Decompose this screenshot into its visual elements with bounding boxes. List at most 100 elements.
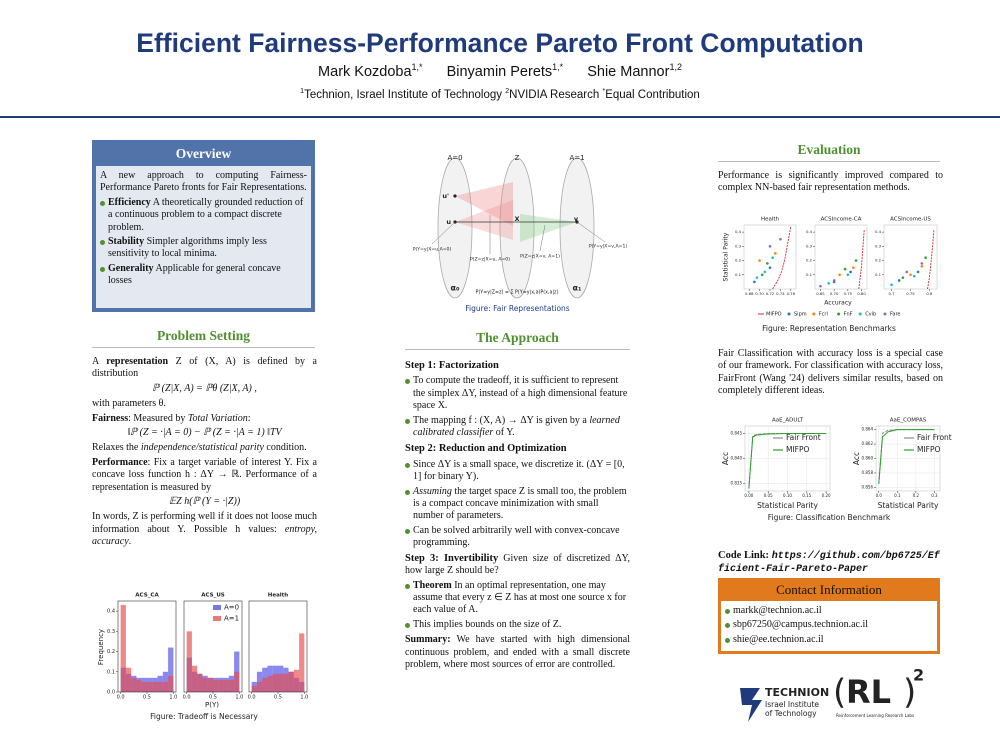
y-tick-label: 0.4	[107, 609, 115, 615]
label: u'	[442, 192, 449, 200]
x-tick-label: 0.70	[755, 291, 764, 296]
y-axis-label: Acc	[852, 452, 861, 465]
x-tick-label: 0.72	[766, 291, 775, 296]
overview-box: Overview A new approach to computing Fai…	[92, 140, 315, 312]
legend-swatch	[213, 605, 221, 610]
overview-item: Generality Applicable for general concav…	[100, 263, 307, 288]
classification-text: Fair Classification with accuracy loss i…	[718, 348, 943, 400]
paragraph: A representation Z of (X, A) is defined …	[92, 356, 317, 381]
hist-bar	[120, 605, 126, 692]
x-axis-label: Accuracy	[824, 300, 852, 307]
text: https://github.com/bp6725/Efficient-Fair…	[718, 551, 940, 576]
label: v	[574, 215, 579, 223]
author-name: Binyamin Perets	[446, 63, 553, 80]
hist-bar	[197, 673, 203, 692]
scatter-point	[755, 276, 759, 279]
term: Generality	[108, 262, 154, 274]
overview-list: Efficiency A theoretically grounded redu…	[100, 197, 307, 288]
x-tick-label: 0.0	[876, 493, 883, 498]
hist-bar	[256, 681, 263, 692]
x-tick-label: 0.70	[830, 291, 839, 296]
y-axis-label: Frequency	[97, 629, 105, 665]
x-axis-label: Statistical Parity	[878, 501, 939, 510]
summary: Summary: We have started with high dimen…	[405, 634, 630, 671]
y-tick-label: 0.2	[806, 258, 813, 263]
x-tick-label: 0.75	[906, 291, 915, 296]
y-tick-label: 0.2	[875, 258, 882, 263]
logo-text: Israel Institute	[765, 700, 819, 709]
label: P(Y=y|X=u,A=0)	[413, 247, 452, 253]
label: P(Y=y|Z=z) = Σ P(Y=y|x,a)P(x,a|z)	[476, 290, 559, 296]
author-name: Shie Mannor	[587, 63, 670, 80]
author: Binyamin Perets1,*	[446, 62, 564, 80]
legend-label: Cvib	[865, 312, 876, 318]
hist-bar	[228, 679, 235, 692]
scatter-point	[897, 279, 901, 282]
legend-label: A=0	[224, 604, 239, 612]
y-tick-label: 0.1	[735, 272, 742, 277]
affil-sup: 1	[300, 88, 305, 95]
x-tick-label: 0.68	[745, 291, 754, 296]
legend-label: MIFPO	[917, 445, 941, 454]
x-tick-label: 0.15	[802, 493, 811, 498]
legend-swatch	[837, 312, 841, 316]
text: : Measured by	[128, 412, 186, 424]
x-tick-label: 0.75	[844, 291, 853, 296]
paragraph: Performance: Fix a target variable of in…	[92, 457, 317, 494]
panel-frame	[883, 224, 938, 290]
ellipse	[437, 157, 473, 299]
hist-bar	[283, 673, 289, 692]
text: representation	[106, 356, 169, 367]
term: Efficiency	[108, 196, 151, 208]
panel-title: ACSIncome-US	[890, 217, 931, 223]
affiliations: 1Technion, Israel Institute of Technolog…	[0, 88, 1000, 101]
hist-bar	[251, 685, 257, 692]
affil: Equal Contribution	[605, 88, 700, 101]
evaluation-intro: Performance is significantly improved co…	[718, 170, 943, 197]
text: To compute the tradeoff, it is sufficien…	[413, 375, 628, 412]
caption: Figure: Fair Representations	[465, 304, 570, 313]
y-tick-label: 0.3	[735, 243, 742, 248]
legend-label: Fair Front	[917, 433, 952, 442]
arrow	[431, 221, 456, 245]
text: A theoretically grounded reduction of a …	[108, 196, 304, 233]
series-line	[748, 433, 827, 489]
x-axis-label: P(Y)	[205, 701, 219, 709]
scatter-point	[758, 259, 761, 262]
x-tick-label: 0.3	[931, 493, 938, 498]
text: independence/statistical parity	[140, 442, 264, 454]
y-axis-label: Statistical Parity	[723, 232, 730, 281]
legend-swatch	[883, 312, 887, 316]
y-tick-label: 0.835	[731, 481, 743, 486]
arrow	[539, 224, 546, 252]
ellipse	[559, 157, 595, 299]
x-tick-label: 0.20	[822, 493, 831, 498]
hist-bar	[293, 669, 300, 692]
equation: 𝔼Z h(ℙ (Y = ·|Z))	[168, 496, 241, 508]
x-axis-label: Statistical Parity	[757, 501, 818, 510]
y-tick-label: 0.4	[806, 229, 813, 234]
x-tick-label: 0.0	[183, 695, 191, 701]
text: Step 3: Invertibility	[405, 552, 499, 564]
element: To compute the tradeoff, it is sufficien…	[405, 375, 630, 439]
x-tick-label: 0.0	[117, 695, 125, 701]
section-title: Evaluation	[718, 142, 940, 162]
hist-bar	[267, 675, 273, 692]
overview-item: Efficiency A theoretically grounded redu…	[100, 197, 307, 234]
text: A	[92, 356, 99, 367]
red-fan	[455, 182, 513, 226]
hist-bar	[168, 647, 174, 692]
text: Given size of discretized ΔY, how large …	[405, 552, 630, 577]
overview-body: A new approach to computing Fairness-Per…	[96, 166, 311, 295]
author-name: Mark Kozdoba	[318, 63, 412, 80]
element: Theorem In an optimal representation, on…	[405, 580, 630, 632]
logo-shape	[740, 688, 762, 722]
y-tick-label: 0.860	[862, 456, 874, 461]
contact-box: Contact Information markk@technion.ac.il…	[718, 578, 940, 654]
bullet: Assuming the target space Z is small too…	[405, 486, 630, 523]
panel-title: ACSIncome-CA	[821, 217, 862, 223]
x-tick-label: 0.5	[143, 695, 151, 701]
paragraph: Relaxes the independence/statistical par…	[92, 442, 317, 454]
step-title: Step 1: Factorization	[405, 360, 499, 371]
